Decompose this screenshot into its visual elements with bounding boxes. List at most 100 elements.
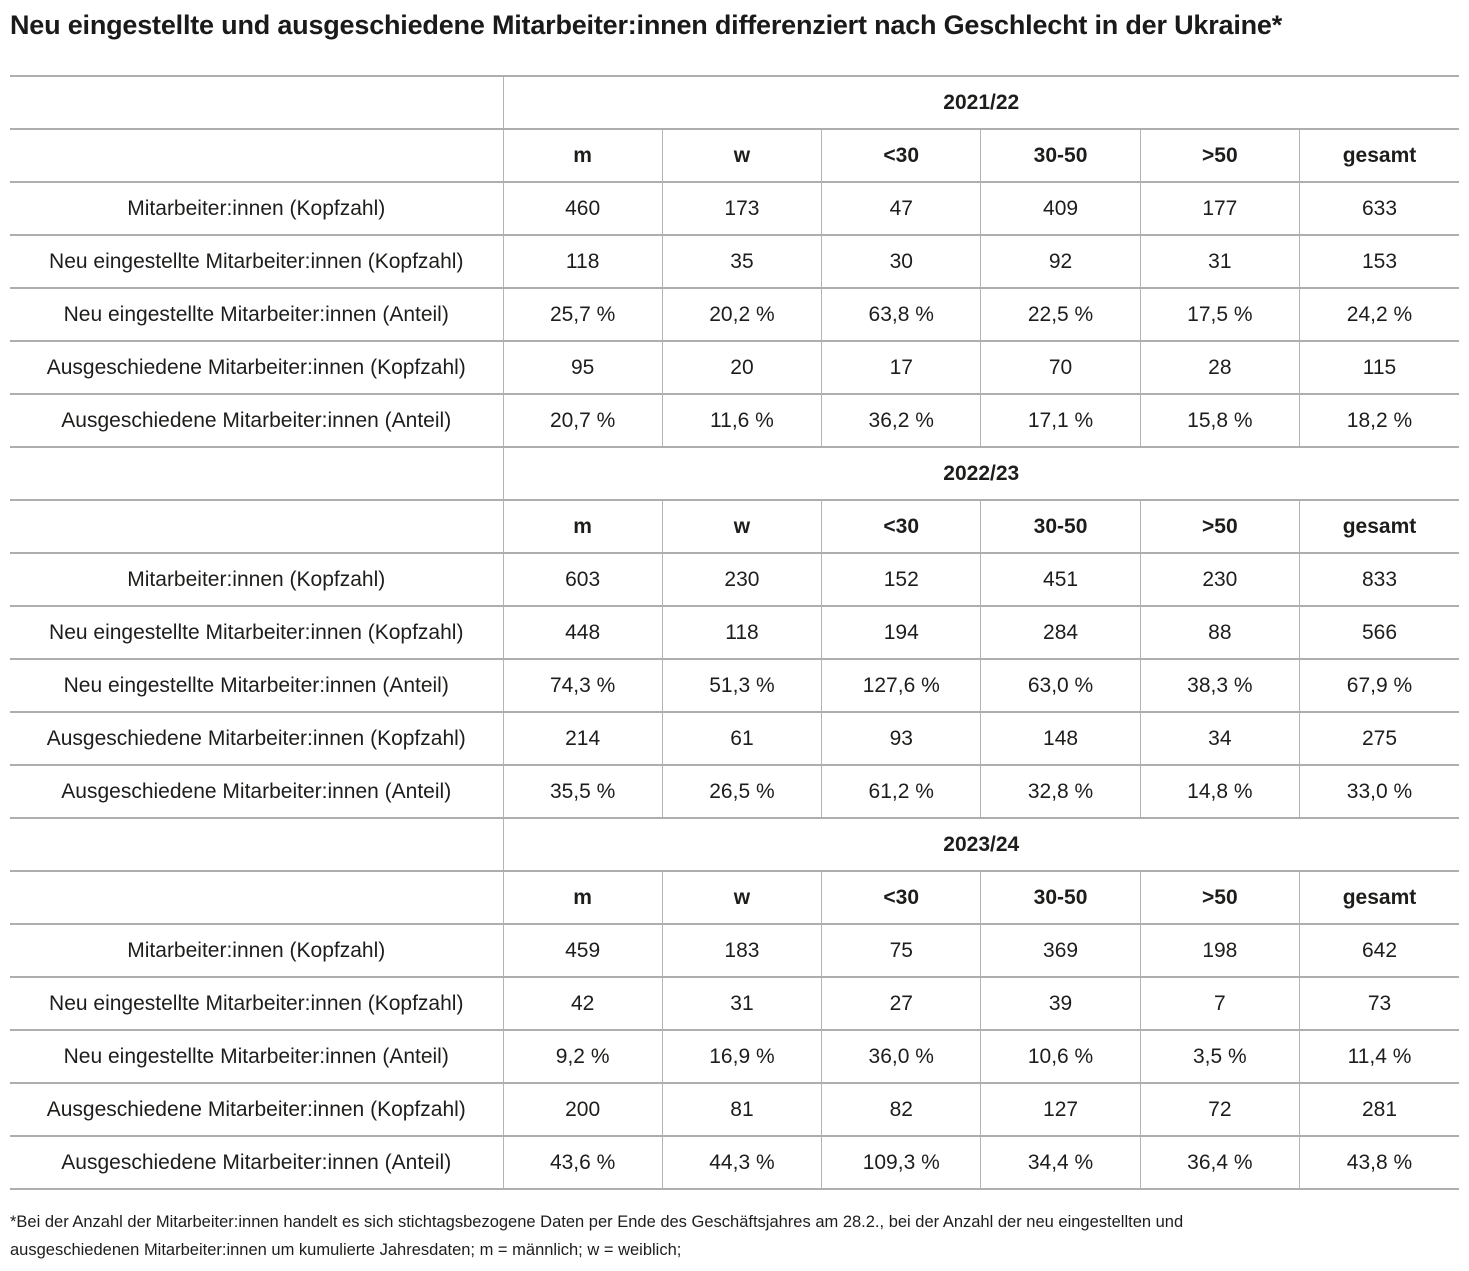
value-cell: 118 — [661, 605, 822, 659]
value-cell: 173 — [661, 181, 822, 235]
table-row: Ausgeschiedene Mitarbeiter:innen (Kopfza… — [10, 1082, 1459, 1136]
value-cell: 33,0 % — [1298, 764, 1459, 818]
row-label: Ausgeschiedene Mitarbeiter:innen (Anteil… — [10, 1135, 503, 1189]
value-cell: 81 — [661, 1082, 822, 1136]
year-row-spacer-cell — [10, 446, 503, 500]
table-row: Mitarbeiter:innen (Kopfzahl) 603 230 152 451… — [10, 552, 1459, 606]
section-year-row: 2022/23 — [10, 446, 1459, 500]
value-cell: 28 — [1139, 340, 1300, 394]
value-cell: 36,4 % — [1139, 1135, 1300, 1189]
table-row: Neu eingestellte Mitarbeiter:innen (Kopf… — [10, 605, 1459, 659]
row-label: Mitarbeiter:innen (Kopfzahl) — [10, 923, 503, 977]
value-cell: 43,6 % — [502, 1135, 663, 1189]
value-cell: 34 — [1139, 711, 1300, 765]
year-row-spacer-cell — [10, 75, 503, 129]
value-cell: 30 — [821, 234, 981, 288]
table-row: Ausgeschiedene Mitarbeiter:innen (Anteil… — [10, 1135, 1459, 1189]
value-cell: 20 — [661, 340, 822, 394]
value-cell: 451 — [980, 552, 1141, 606]
value-cell: 230 — [1139, 552, 1300, 606]
value-cell: 642 — [1298, 923, 1459, 977]
column-header: >50 — [1139, 499, 1300, 553]
column-header: gesamt — [1298, 870, 1459, 924]
column-header: gesamt — [1298, 128, 1459, 182]
value-cell: 177 — [1139, 181, 1300, 235]
value-cell: 88 — [1139, 605, 1300, 659]
column-header: m — [502, 128, 663, 182]
value-cell: 36,0 % — [821, 1029, 981, 1083]
value-cell: 566 — [1298, 605, 1459, 659]
row-label: Neu eingestellte Mitarbeiter:innen (Kopf… — [10, 976, 503, 1030]
value-cell: 42 — [502, 976, 663, 1030]
value-cell: 63,0 % — [980, 658, 1141, 712]
value-cell: 9,2 % — [502, 1029, 663, 1083]
value-cell: 17,5 % — [1139, 287, 1300, 341]
value-cell: 73 — [1298, 976, 1459, 1030]
value-cell: 43,8 % — [1298, 1135, 1459, 1189]
value-cell: 24,2 % — [1298, 287, 1459, 341]
section-year-row: 2023/24 — [10, 817, 1459, 871]
header-row-spacer-cell — [10, 499, 503, 553]
value-cell: 72 — [1139, 1082, 1300, 1136]
column-header: <30 — [821, 499, 981, 553]
value-cell: 369 — [980, 923, 1141, 977]
value-cell: 11,4 % — [1298, 1029, 1459, 1083]
column-header: <30 — [821, 128, 981, 182]
value-cell: 118 — [502, 234, 663, 288]
value-cell: 22,5 % — [980, 287, 1141, 341]
value-cell: 15,8 % — [1139, 393, 1300, 447]
value-cell: 26,5 % — [661, 764, 822, 818]
value-cell: 275 — [1298, 711, 1459, 765]
value-cell: 16,9 % — [661, 1029, 822, 1083]
value-cell: 7 — [1139, 976, 1300, 1030]
value-cell: 214 — [502, 711, 663, 765]
value-cell: 460 — [502, 181, 663, 235]
value-cell: 198 — [1139, 923, 1300, 977]
value-cell: 3,5 % — [1139, 1029, 1300, 1083]
value-cell: 25,7 % — [502, 287, 663, 341]
value-cell: 32,8 % — [980, 764, 1141, 818]
employee-table: 2021/22 m w <30 30-50 >50 gesamt Mitarbeiter:in… — [10, 75, 1459, 1190]
column-header: w — [661, 128, 822, 182]
value-cell: 284 — [980, 605, 1141, 659]
value-cell: 148 — [980, 711, 1141, 765]
value-cell: 127 — [980, 1082, 1141, 1136]
row-label: Neu eingestellte Mitarbeiter:innen (Ante… — [10, 1029, 503, 1083]
value-cell: 194 — [821, 605, 981, 659]
row-label: Neu eingestellte Mitarbeiter:innen (Kopf… — [10, 605, 503, 659]
employee-table-body: 2021/22 m w <30 30-50 >50 gesamt Mitarbeiter:in… — [10, 75, 1459, 1189]
row-label: Ausgeschiedene Mitarbeiter:innen (Kopfza… — [10, 340, 503, 394]
table-row: Neu eingestellte Mitarbeiter:innen (Ante… — [10, 658, 1459, 712]
table-row: Neu eingestellte Mitarbeiter:innen (Kopf… — [10, 234, 1459, 288]
table-row: Mitarbeiter:innen (Kopfzahl) 460 173 47 409 1… — [10, 181, 1459, 235]
value-cell: 115 — [1298, 340, 1459, 394]
value-cell: 14,8 % — [1139, 764, 1300, 818]
row-label: Ausgeschiedene Mitarbeiter:innen (Kopfza… — [10, 1082, 503, 1136]
value-cell: 833 — [1298, 552, 1459, 606]
value-cell: 61 — [661, 711, 822, 765]
value-cell: 47 — [821, 181, 981, 235]
value-cell: 70 — [980, 340, 1141, 394]
column-header: w — [661, 870, 822, 924]
column-header: >50 — [1139, 128, 1300, 182]
table-row: Ausgeschiedene Mitarbeiter:innen (Kopfza… — [10, 340, 1459, 394]
value-cell: 633 — [1298, 181, 1459, 235]
value-cell: 603 — [502, 552, 663, 606]
row-label: Neu eingestellte Mitarbeiter:innen (Ante… — [10, 658, 503, 712]
column-header: m — [502, 870, 663, 924]
value-cell: 39 — [980, 976, 1141, 1030]
column-header: 30-50 — [980, 499, 1141, 553]
value-cell: 35,5 % — [502, 764, 663, 818]
column-header: m — [502, 499, 663, 553]
year-header: 2022/23 — [502, 446, 1459, 500]
value-cell: 74,3 % — [502, 658, 663, 712]
table-row: Neu eingestellte Mitarbeiter:innen (Ante… — [10, 1029, 1459, 1083]
year-row-spacer-cell — [10, 817, 503, 871]
value-cell: 10,6 % — [980, 1029, 1141, 1083]
header-row-spacer-cell — [10, 870, 503, 924]
value-cell: 93 — [821, 711, 981, 765]
footnote-line-1: *Bei der Anzahl der Mitarbeiter:innen ha… — [10, 1213, 1184, 1231]
row-label: Neu eingestellte Mitarbeiter:innen (Kopf… — [10, 234, 503, 288]
value-cell: 20,2 % — [661, 287, 822, 341]
